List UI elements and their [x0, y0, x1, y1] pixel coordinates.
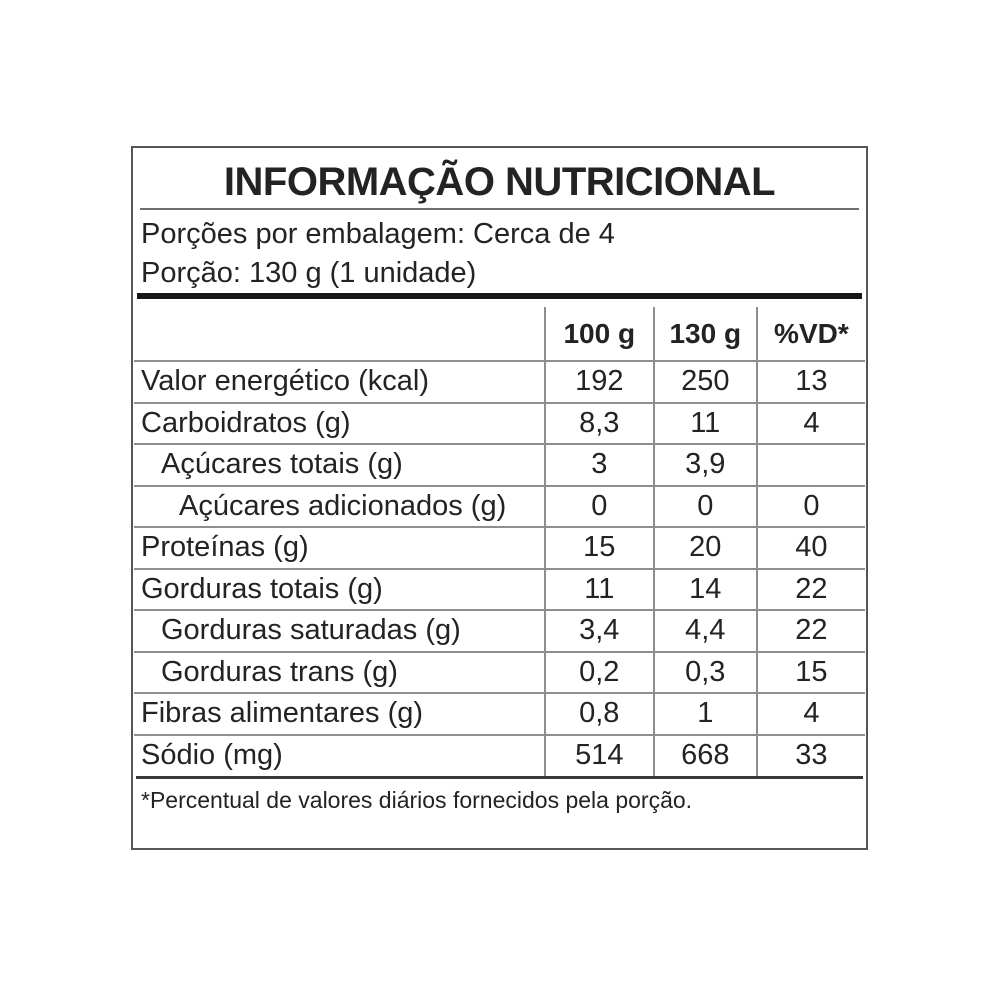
value-percent-dv	[755, 443, 865, 486]
nutrition-table-body: Valor energético (kcal) 192 250 13 Carbo…	[134, 360, 865, 776]
nutrient-name: Gorduras trans (g)	[134, 650, 545, 693]
column-header-130g: 130 g	[652, 307, 757, 361]
value-percent-dv: 4	[755, 401, 865, 444]
value-per-100g: 0,8	[543, 692, 654, 735]
value-per-100g: 0	[543, 484, 654, 527]
table-row: Fibras alimentares (g) 0,8 1 4	[134, 692, 865, 735]
value-per-serving: 0,3	[652, 650, 757, 693]
nutrient-name: Açúcares adicionados (g)	[134, 484, 545, 527]
value-percent-dv: 15	[755, 650, 865, 693]
value-per-serving: 250	[652, 360, 757, 403]
nutrient-name: Gorduras saturadas (g)	[134, 609, 545, 652]
value-percent-dv: 40	[755, 526, 865, 569]
value-per-100g: 0,2	[543, 650, 654, 693]
value-per-100g: 3	[543, 443, 654, 486]
table-row: Gorduras totais (g) 11 14 22	[134, 567, 865, 610]
value-per-100g: 192	[543, 360, 654, 403]
heavy-divider	[137, 293, 862, 299]
title-divider	[140, 208, 859, 210]
value-percent-dv: 22	[755, 609, 865, 652]
value-per-100g: 514	[543, 733, 654, 776]
value-per-serving: 4,4	[652, 609, 757, 652]
servings-per-package: Porções por embalagem: Cerca de 4	[141, 218, 615, 250]
header-row: 100 g 130 g %VD*	[134, 307, 865, 361]
nutrient-name: Açúcares totais (g)	[134, 443, 545, 486]
table-row: Açúcares totais (g) 3 3,9	[134, 443, 865, 486]
value-per-serving: 14	[652, 567, 757, 610]
value-per-100g: 11	[543, 567, 654, 610]
value-per-serving: 1	[652, 692, 757, 735]
table-row: Gorduras saturadas (g) 3,4 4,4 22	[134, 609, 865, 652]
nutrition-table-header: 100 g 130 g %VD*	[134, 307, 865, 361]
serving-info: Porções por embalagem: Cerca de 4 Porção…	[133, 210, 866, 293]
column-header-percent-dv: %VD*	[755, 307, 865, 361]
nutrient-name: Valor energético (kcal)	[134, 360, 545, 403]
value-per-100g: 8,3	[543, 401, 654, 444]
value-percent-dv: 33	[755, 733, 865, 776]
nutrient-name: Fibras alimentares (g)	[134, 692, 545, 735]
value-per-serving: 11	[652, 401, 757, 444]
nutrition-table: 100 g 130 g %VD* Valor energético (kcal)…	[134, 307, 865, 776]
nutrient-name: Gorduras totais (g)	[134, 567, 545, 610]
nutrition-label-title: INFORMAÇÃO NUTRICIONAL	[223, 160, 776, 204]
value-per-serving: 668	[652, 733, 757, 776]
table-row: Carboidratos (g) 8,3 11 4	[134, 401, 865, 444]
value-per-serving: 0	[652, 484, 757, 527]
serving-size: Porção: 130 g (1 unidade)	[141, 257, 477, 289]
table-row: Proteínas (g) 15 20 40	[134, 526, 865, 569]
value-percent-dv: 13	[755, 360, 865, 403]
nutrient-name: Sódio (mg)	[134, 733, 545, 776]
nutrition-label: INFORMAÇÃO NUTRICIONAL Porções por embal…	[131, 146, 868, 850]
value-per-100g: 3,4	[543, 609, 654, 652]
value-per-100g: 15	[543, 526, 654, 569]
table-row: Gorduras trans (g) 0,2 0,3 15	[134, 650, 865, 693]
value-percent-dv: 0	[755, 484, 865, 527]
table-row: Valor energético (kcal) 192 250 13	[134, 360, 865, 403]
nutrient-column-header	[134, 307, 545, 361]
value-percent-dv: 22	[755, 567, 865, 610]
column-header-100g: 100 g	[543, 307, 654, 361]
value-percent-dv: 4	[755, 692, 865, 735]
nutrient-name: Carboidratos (g)	[134, 401, 545, 444]
value-per-serving: 3,9	[652, 443, 757, 486]
value-per-serving: 20	[652, 526, 757, 569]
footnote: *Percentual de valores diários fornecido…	[136, 776, 863, 814]
table-row: Açúcares adicionados (g) 0 0 0	[134, 484, 865, 527]
nutrient-name: Proteínas (g)	[134, 526, 545, 569]
table-row: Sódio (mg) 514 668 33	[134, 733, 865, 776]
